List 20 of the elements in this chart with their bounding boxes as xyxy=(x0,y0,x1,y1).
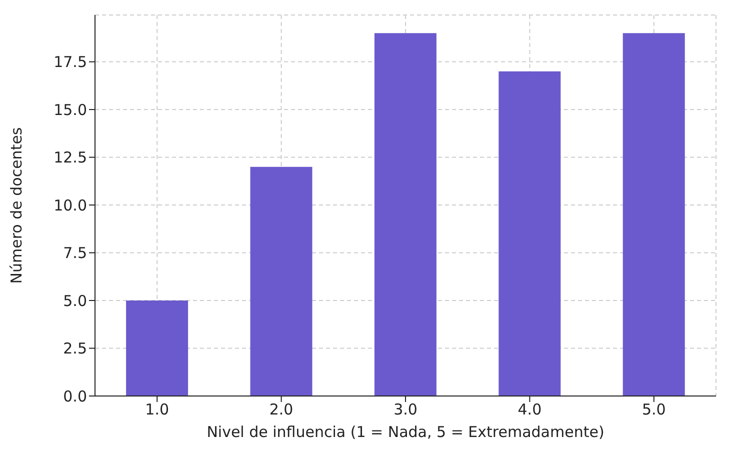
bar xyxy=(126,300,188,396)
y-tick-label: 10.0 xyxy=(54,196,87,214)
x-tick-label: 4.0 xyxy=(518,400,542,419)
x-tick-label: 3.0 xyxy=(394,400,418,419)
x-tick-label: 1.0 xyxy=(145,400,170,419)
x-tick-label: 5.0 xyxy=(642,400,666,419)
bar xyxy=(374,33,436,396)
y-tick-label: 12.5 xyxy=(54,148,87,167)
x-axis-title: Nivel de influencia (1 = Nada, 5 = Extremadamente) xyxy=(206,423,604,441)
bar xyxy=(622,33,685,396)
y-tick-label: 2.5 xyxy=(63,340,87,358)
y-axis-title: Número de docentes xyxy=(7,127,26,284)
y-tick-label: 5.0 xyxy=(63,292,87,310)
y-tick-label: 7.5 xyxy=(63,244,87,262)
bar xyxy=(250,166,312,396)
y-tick-label: 15.0 xyxy=(54,100,87,119)
y-tick-label: 17.5 xyxy=(54,53,87,72)
y-tick-label: 0.0 xyxy=(63,387,87,406)
bar xyxy=(498,71,561,396)
x-tick-label: 2.0 xyxy=(269,400,294,419)
